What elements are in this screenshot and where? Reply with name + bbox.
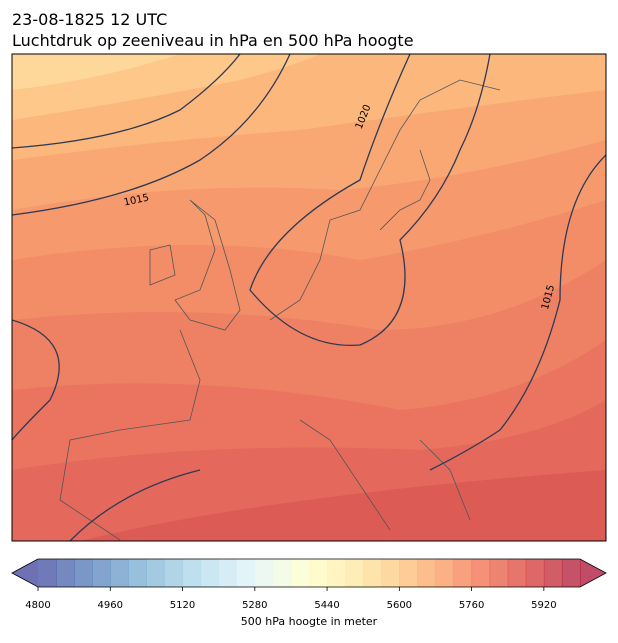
colorbar-segment [146, 559, 165, 587]
map-frame [11, 53, 607, 542]
colorbar-segment [345, 559, 364, 587]
colorbar-segment [489, 559, 509, 587]
colorbar-segment [309, 559, 328, 587]
colorbar-segment [164, 559, 184, 587]
colorbar-segment [327, 559, 346, 587]
colorbar-tick-label: 5440 [314, 600, 339, 611]
colorbar-segment [38, 559, 57, 587]
colorbar-segment [182, 559, 202, 587]
colorbar-segment [435, 559, 455, 587]
map [12, 54, 606, 541]
colorbar-tick-label: 5920 [531, 600, 556, 611]
colorbar-outline [11, 558, 607, 588]
colorbar-segment [272, 559, 292, 587]
title: 23-08-1825 12 UTC [12, 10, 167, 29]
colorbar-extend-high [580, 559, 606, 587]
colorbar-segment [74, 559, 93, 587]
colorbar-segment [200, 559, 220, 587]
isobars [12, 54, 606, 541]
isobar-label: 1015 [123, 193, 150, 209]
colorbar-segment [290, 559, 310, 587]
colorbar-segment [56, 559, 75, 587]
colorbar-segment [417, 559, 436, 587]
colorbar-tick-label: 5280 [242, 600, 267, 611]
colorbar-extend-low [12, 559, 38, 587]
colorbar-segment [399, 559, 418, 587]
colorbar-segment [543, 559, 563, 587]
colorbar: 4800 4960 5120 5280 5440 5600 5760 5920 [11, 558, 607, 611]
colorbar-segment [363, 559, 382, 587]
colorbar-tick-label: 4960 [98, 600, 123, 611]
colorbar-segment [453, 559, 473, 587]
colorbar-segment [254, 559, 274, 587]
colorbar-segment [471, 559, 491, 587]
colorbar-tick-label: 5760 [459, 600, 484, 611]
colorbar-tick-label: 5600 [387, 600, 412, 611]
colorbar-segment [236, 559, 256, 587]
colorbar-tick-label: 5120 [170, 600, 195, 611]
subtitle: Luchtdruk op zeeniveau in hPa en 500 hPa… [12, 31, 414, 50]
colorbar-segment [381, 559, 400, 587]
colorbar-label: 500 hPa hoogte in meter [241, 615, 378, 628]
colorbar-segment [110, 559, 129, 587]
colorbar-segment [525, 559, 545, 587]
colorbar-segment [128, 559, 147, 587]
colorbar-tick-label: 4800 [25, 600, 50, 611]
colorbar-segment [507, 559, 527, 587]
colorbar-segment [218, 559, 238, 587]
colorbar-segment [561, 559, 581, 587]
coastlines [59, 79, 501, 541]
colorbar-segment [92, 559, 111, 587]
